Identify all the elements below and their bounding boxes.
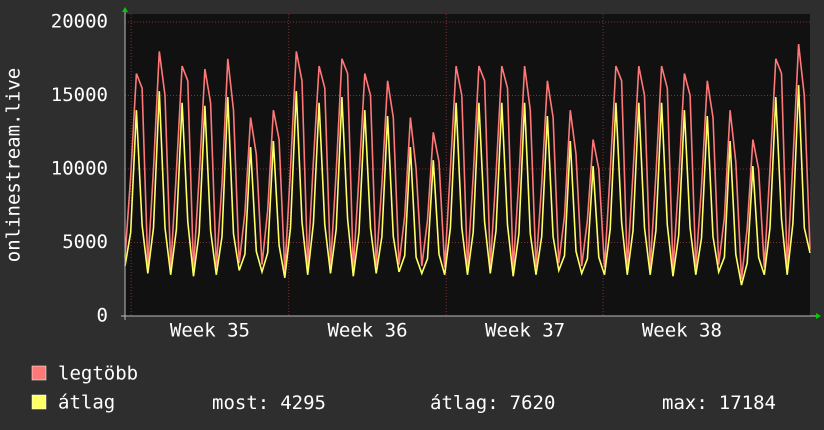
- x-tick-label: Week 38: [642, 320, 722, 342]
- legend-label: legtöbb: [58, 363, 138, 385]
- stat-value: 4295: [280, 392, 326, 414]
- y-axis-arrow: [122, 7, 128, 12]
- y-tick-label: 5000: [62, 231, 108, 253]
- x-tick-label: Week 37: [485, 320, 565, 342]
- x-axis-arrow: [816, 313, 821, 319]
- stat-label: átlag:: [430, 392, 499, 414]
- y-tick-label: 15000: [51, 84, 108, 106]
- legend-swatch: [31, 365, 47, 381]
- series-line: [124, 44, 811, 280]
- legend-swatch: [31, 394, 47, 410]
- stat: most: 4295: [212, 392, 326, 414]
- stat: átlag: 7620: [430, 392, 555, 414]
- y-tick-label: 10000: [51, 158, 108, 180]
- series-line: [124, 85, 811, 286]
- stat-value: 7620: [510, 392, 556, 414]
- stat: max: 17184: [662, 392, 776, 414]
- stat-label: max:: [662, 392, 708, 414]
- y-tick-label: 0: [97, 305, 108, 327]
- y-axis-label: onlinestream.live: [3, 68, 25, 262]
- x-tick-label: Week 36: [327, 320, 407, 342]
- x-tick-label: Week 35: [170, 320, 250, 342]
- stat-value: 17184: [719, 392, 776, 414]
- y-tick-label: 20000: [51, 11, 108, 33]
- stat-label: most:: [212, 392, 269, 414]
- legend-label: átlag: [58, 392, 115, 414]
